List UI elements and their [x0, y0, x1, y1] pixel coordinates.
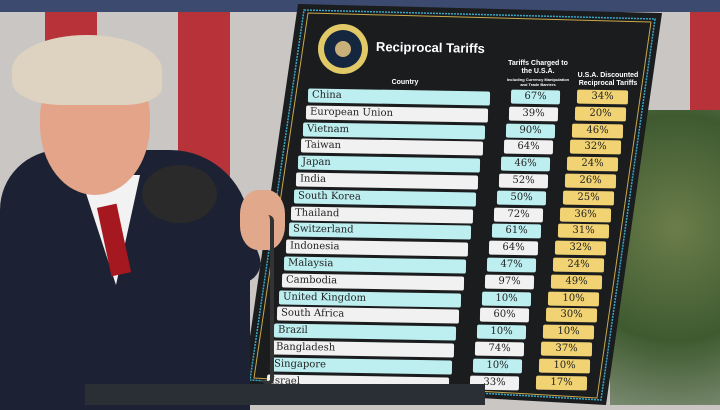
charged-cell: 64% — [489, 240, 539, 256]
discounted-cell: 37% — [540, 341, 593, 357]
charged-cell: 47% — [486, 257, 537, 273]
charged-cell: 10% — [472, 358, 522, 374]
discounted-cell: 25% — [562, 190, 614, 206]
discounted-cell: 46% — [572, 123, 624, 139]
charged-cell: 74% — [474, 341, 525, 357]
country-header: Country — [391, 79, 419, 86]
country-cell: Singapore — [269, 357, 452, 375]
discounted-cell: 26% — [564, 173, 617, 189]
charged-header-note: Including Currency Manipulation and Trad… — [506, 77, 570, 87]
charged-header: Tariffs Charged to the U.S.A. — [508, 60, 568, 75]
discounted-cell: 36% — [560, 207, 612, 223]
charged-cell: 90% — [506, 123, 556, 139]
board-title: Reciprocal Tariffs — [375, 39, 485, 56]
charged-cell: 50% — [496, 190, 546, 206]
discounted-cell: 17% — [536, 375, 588, 391]
country-cell: Thailand — [291, 206, 474, 224]
charged-cell: 52% — [498, 173, 549, 189]
charged-cell: 97% — [484, 274, 534, 290]
country-cell: United Kingdom — [279, 290, 462, 308]
country-cell: Vietnam — [303, 122, 486, 140]
discounted-cell: 10% — [538, 358, 590, 374]
discounted-header: U.S.A. Discounted Reciprocal Tariffs — [577, 72, 639, 87]
charged-cell: 67% — [510, 89, 561, 105]
country-cell: South Korea — [293, 189, 476, 207]
charged-cell: 72% — [494, 207, 544, 223]
podium — [85, 384, 485, 405]
discounted-cell: 49% — [550, 274, 602, 290]
discounted-cell: 20% — [574, 106, 626, 122]
discounted-cell: 24% — [567, 156, 619, 172]
charged-cell: 46% — [501, 156, 551, 172]
presidential-seal-icon — [318, 24, 368, 74]
charged-cell: 39% — [508, 106, 558, 122]
country-cell: European Union — [305, 105, 488, 123]
discounted-cell: 34% — [576, 89, 629, 105]
discounted-cell: 10% — [548, 291, 600, 307]
discounted-cell: 30% — [545, 307, 597, 323]
discounted-cell: 31% — [557, 223, 609, 239]
discounted-cell: 32% — [555, 240, 607, 256]
charged-cell: 64% — [503, 139, 553, 155]
discounted-cell: 32% — [569, 139, 621, 155]
charged-cell: 10% — [482, 291, 532, 307]
country-cell: Cambodia — [281, 273, 464, 291]
discounted-cell: 24% — [552, 257, 605, 273]
charged-cell: 61% — [491, 223, 541, 239]
charged-cell: 10% — [477, 324, 527, 340]
charged-cell: 60% — [479, 307, 529, 323]
discounted-cell: 10% — [543, 324, 595, 340]
